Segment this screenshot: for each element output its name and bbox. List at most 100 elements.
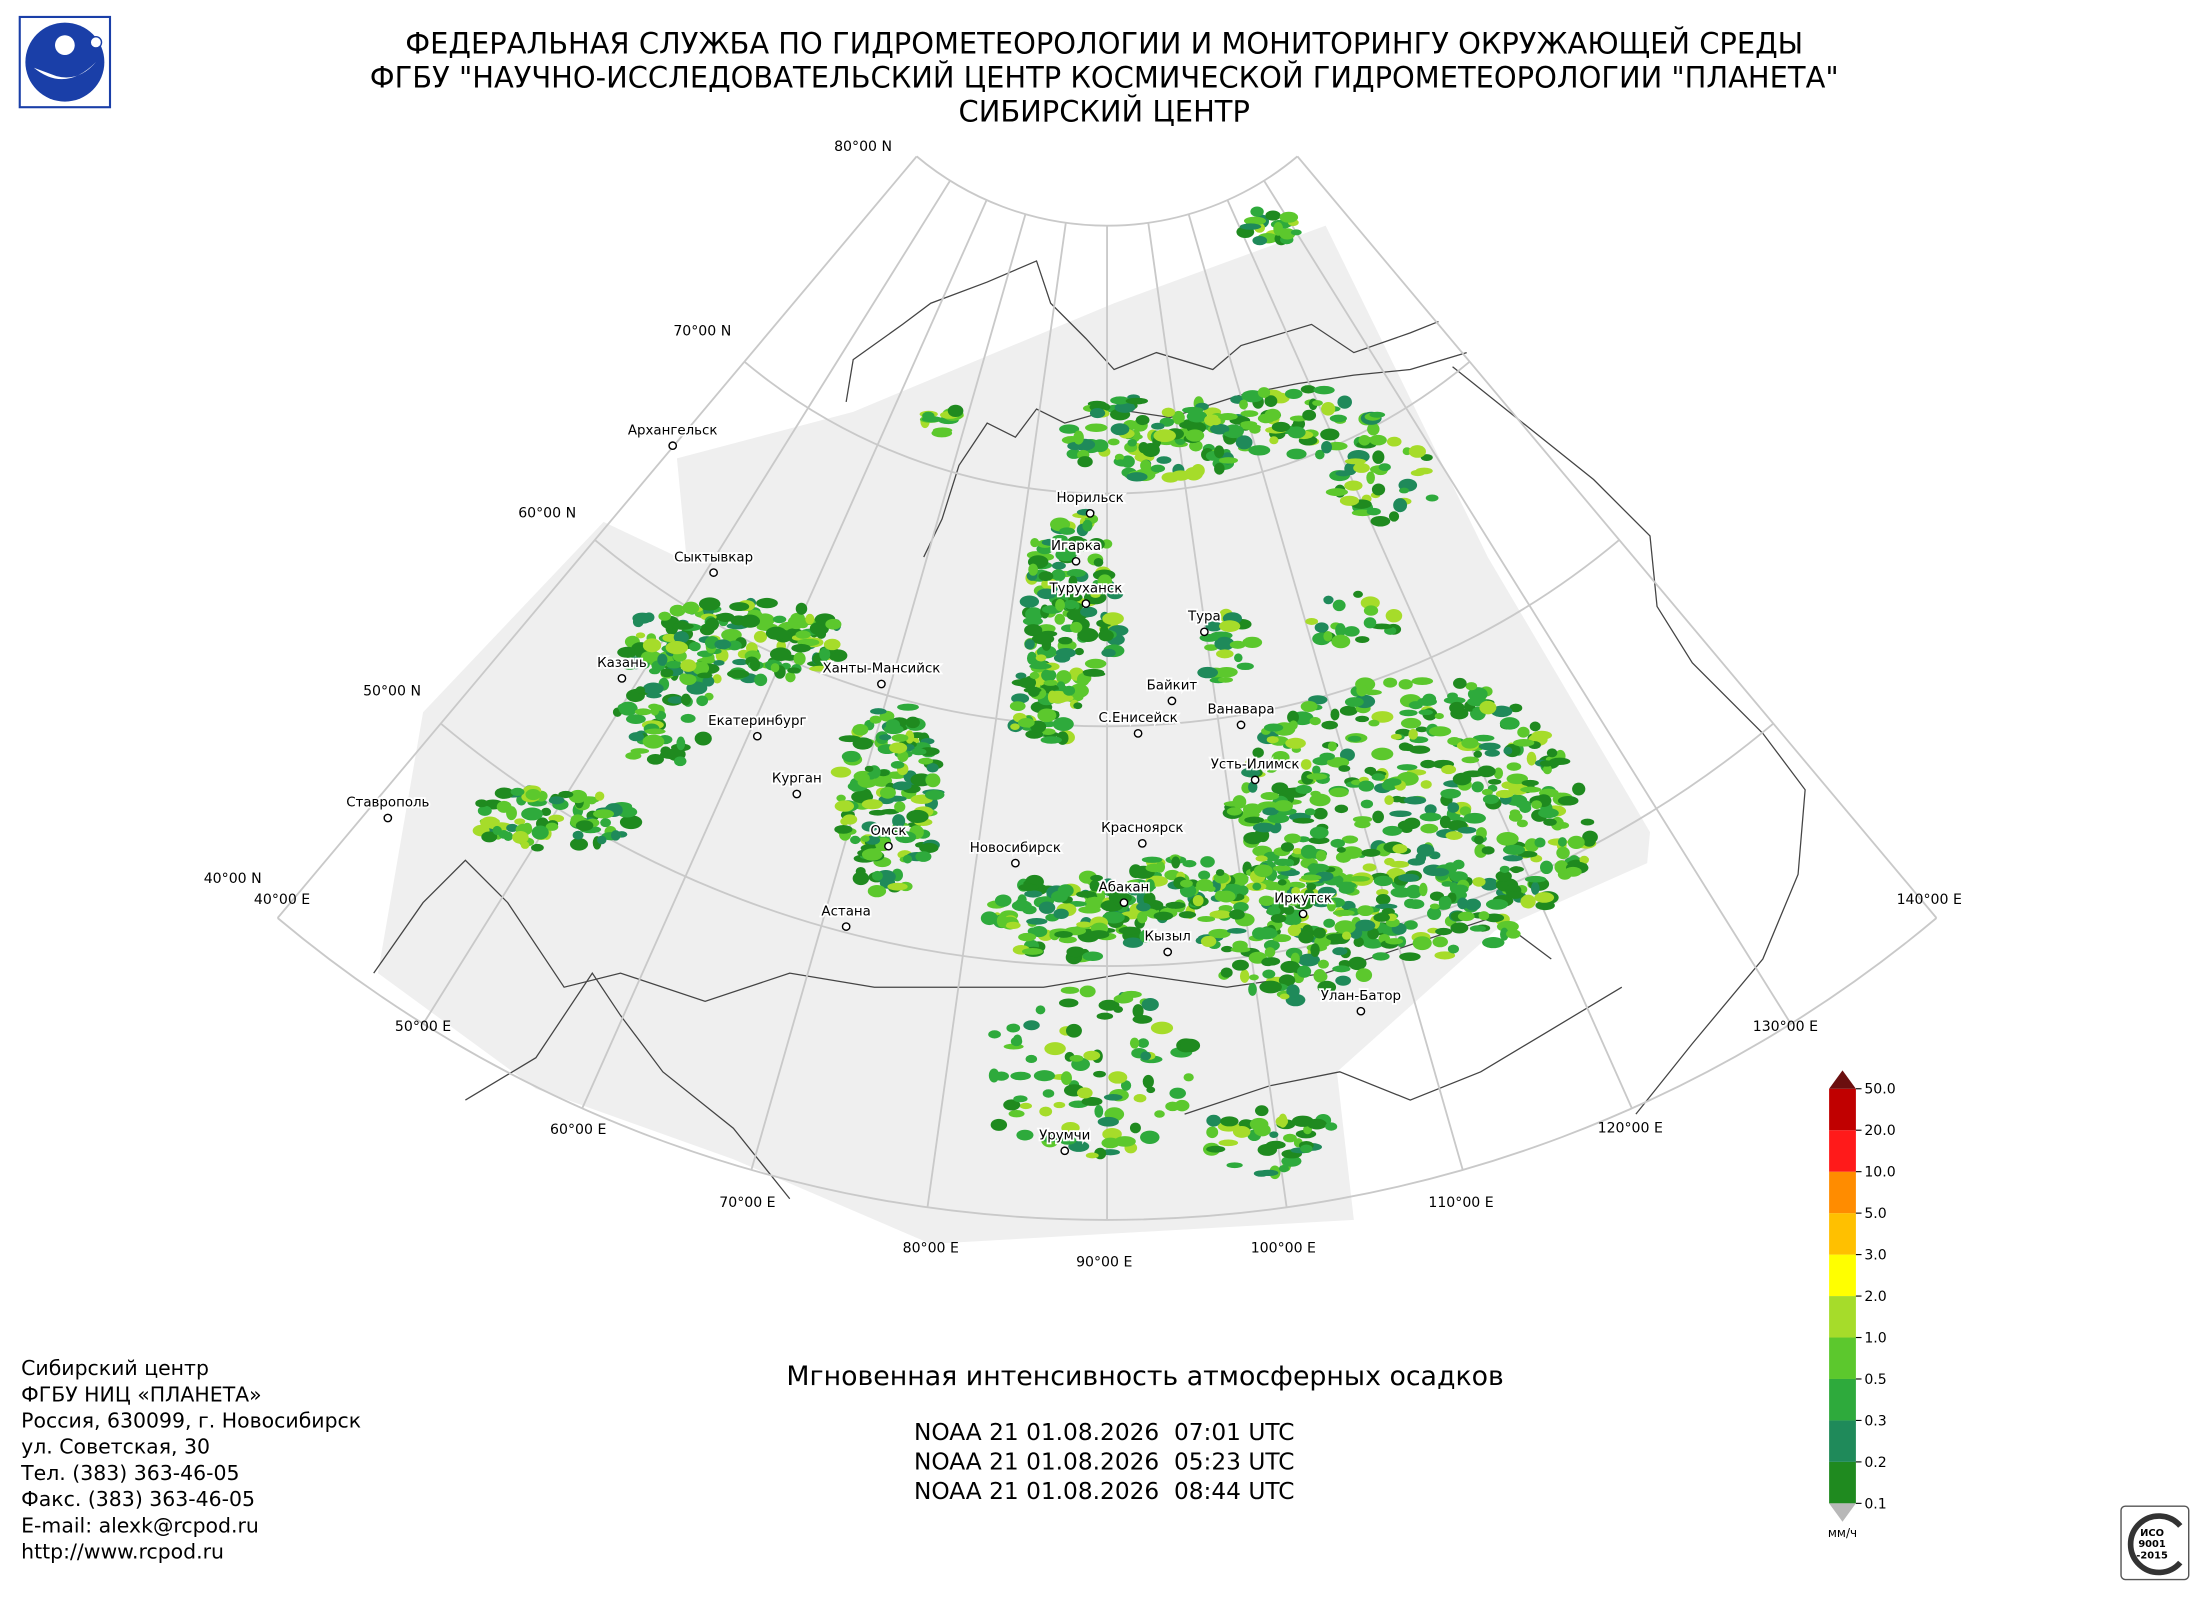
precip-cell (1549, 757, 1571, 766)
precip-cell (1304, 888, 1315, 902)
precip-cell (902, 854, 913, 864)
precip-cell (996, 914, 1008, 928)
city-label: Абакан (1099, 879, 1150, 895)
precip-cell (867, 884, 887, 898)
precip-cell (1364, 766, 1377, 775)
precip-cell (1249, 1117, 1269, 1131)
precip-cell (1291, 1115, 1314, 1127)
precip-cell (1353, 937, 1364, 948)
precip-cell (1457, 897, 1468, 910)
lon-label: 50°00 E (395, 1019, 451, 1035)
precip-cell (1478, 911, 1490, 921)
precip-cell (1467, 687, 1488, 702)
precip-cell (1278, 974, 1296, 987)
lat-label: 70°00 N (673, 324, 731, 340)
precip-cell (714, 639, 732, 650)
precip-cell (1085, 423, 1108, 433)
precip-cell (1016, 1129, 1034, 1141)
precip-cell (702, 675, 715, 687)
legend-under (1829, 1503, 1856, 1522)
precip-cell (1097, 1116, 1119, 1127)
precip-cell (1331, 634, 1351, 649)
precip-cell (1283, 1133, 1297, 1143)
precip-cell (1369, 434, 1387, 446)
contact-line: Факс. (383) 363-46-05 (21, 1487, 255, 1511)
precip-cell (1300, 844, 1317, 859)
precip-cell (922, 411, 935, 420)
precip-cell (713, 660, 725, 666)
precip-cell (1502, 854, 1523, 862)
precip-cell (892, 814, 906, 828)
precip-cell (1326, 757, 1350, 768)
precip-cell (1344, 458, 1366, 465)
precip-cell (694, 731, 712, 746)
legend-label: 20.0 (1864, 1123, 1895, 1139)
precip-cell (1029, 671, 1040, 680)
precip-cell (1362, 938, 1384, 949)
data-coverage (377, 225, 1650, 1244)
precip-cell (1089, 408, 1106, 419)
precip-cell (1126, 472, 1148, 482)
precip-cell (1076, 921, 1092, 928)
precip-cell (1425, 494, 1439, 502)
precip-cell (1120, 1080, 1132, 1091)
precip-cell (1362, 863, 1377, 872)
cert-arc (2127, 1513, 2183, 1576)
precip-cell (1223, 430, 1239, 437)
precip-cell (1041, 578, 1058, 590)
precip-cell (1321, 440, 1333, 454)
precip-cell (879, 734, 892, 741)
precip-cell (1279, 211, 1299, 223)
precip-cell (1024, 624, 1043, 637)
precip-cell (1214, 462, 1225, 475)
precip-cell (1272, 934, 1292, 943)
logo-globe (25, 22, 105, 102)
precip-cell (1178, 911, 1197, 919)
meridian (926, 222, 1067, 1208)
precip-cell (1022, 905, 1037, 915)
precip-cell (514, 818, 526, 825)
precip-cell (1326, 899, 1337, 912)
precip-cell (1031, 633, 1055, 645)
precip-cell (674, 756, 687, 767)
precip-cell (1309, 716, 1321, 726)
precip-cell (1206, 1145, 1226, 1153)
precip-cell (879, 786, 896, 799)
precip-cell (1240, 420, 1258, 427)
precip-cell (665, 660, 683, 669)
precip-cell (1300, 874, 1322, 881)
precip-cell (481, 831, 498, 843)
precip-cell (628, 732, 645, 742)
precip-cell (634, 708, 652, 716)
precip-cell (1484, 749, 1500, 757)
precip-cell (1398, 873, 1420, 882)
meridian (1263, 180, 1792, 1025)
precip-cell (1056, 670, 1072, 685)
precip-cell (926, 763, 939, 773)
legend: 0.1 0.2 0.3 0.5 1.0 2.0 3.0 5.0 10.0 20.0 50.0 мм/ч (1828, 1070, 1896, 1540)
precip-cell (1231, 959, 1249, 971)
precip-cell (1142, 1074, 1154, 1089)
precip-cell (1214, 890, 1227, 902)
precip-cell (842, 814, 858, 825)
precip-cell (1017, 718, 1035, 728)
precip-cell (1443, 696, 1466, 704)
precip-cell (1226, 1162, 1243, 1169)
precip-cell (1445, 831, 1463, 840)
precip-cell (1313, 807, 1328, 820)
precip-cell (1248, 781, 1258, 793)
precip-cell (1471, 781, 1484, 793)
precip-cell (1052, 717, 1074, 731)
precip-cell (1265, 1140, 1286, 1150)
precip-cell (1263, 723, 1284, 732)
precip-cell (1519, 803, 1532, 813)
precip-cell (1037, 588, 1057, 600)
precip-cell (1310, 790, 1321, 797)
precip-cell (1502, 844, 1526, 855)
precip-cell (1486, 898, 1509, 910)
precip-cell (1309, 826, 1329, 839)
precip-cell (1053, 908, 1069, 920)
precip-cell (1298, 930, 1314, 944)
precip-cell (858, 773, 870, 784)
